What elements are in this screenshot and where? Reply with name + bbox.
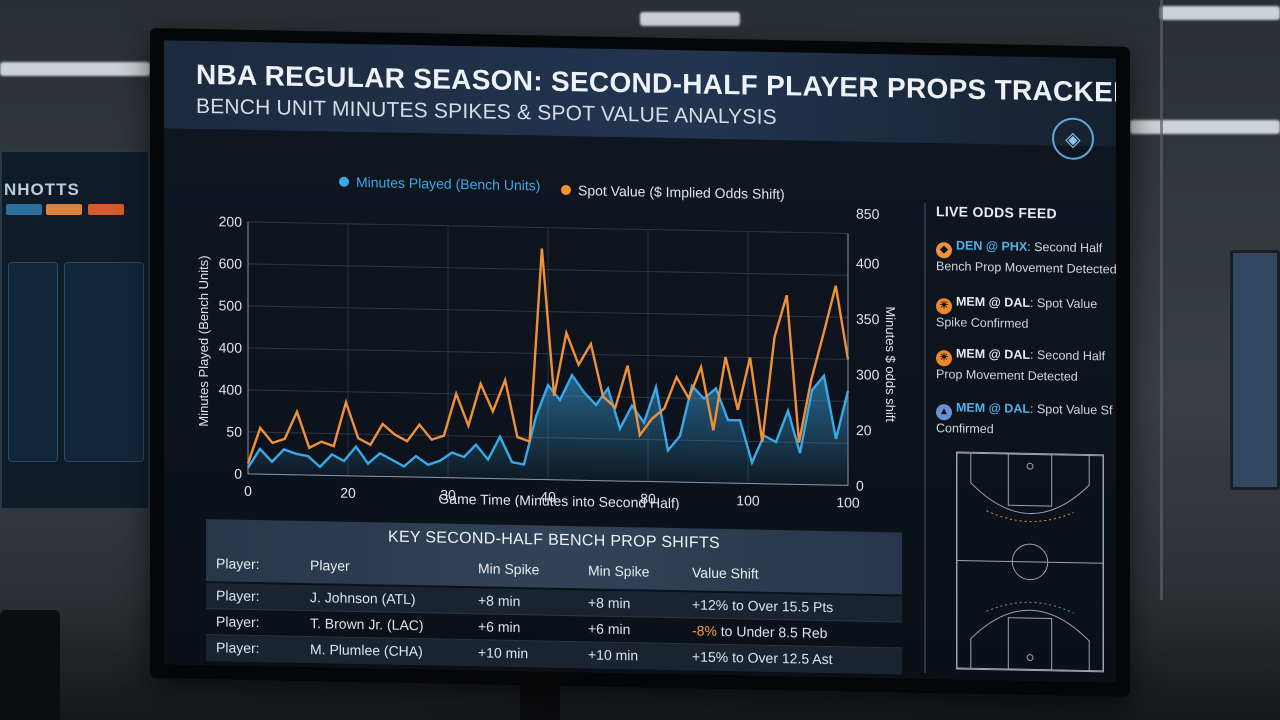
monitor: NBA REGULAR SEASON: SECOND-HALF PLAYER P… [150, 28, 1130, 697]
ceiling-light [0, 62, 150, 76]
table-header: KEY SECOND-HALF BENCH PROP SHIFTS Player… [206, 519, 902, 595]
cell-min-spike: +8 min [478, 592, 521, 610]
feed-title: LIVE ODDS FEED [936, 203, 1057, 222]
background-tag [88, 204, 124, 215]
minutes-series-line [246, 372, 850, 469]
background-tag [46, 204, 82, 215]
cell-value-shift: -8% to Under 8.5 Reb [692, 622, 827, 641]
feed-game: MEM @ DAL [956, 294, 1030, 310]
legend-minutes-marker [339, 176, 349, 187]
chair [0, 610, 60, 720]
feed-item[interactable]: ☀ MEM @ DAL: Second Half Prop Movement De… [936, 345, 1116, 387]
feed-game: MEM @ DAL [956, 400, 1030, 416]
chart-axes [247, 221, 849, 486]
dashboard-screen: NBA REGULAR SEASON: SECOND-HALF PLAYER P… [164, 40, 1116, 683]
ceiling-light [640, 12, 740, 26]
minutes-area [248, 375, 848, 486]
feed-item[interactable]: ◆ DEN @ PHX: Second Half Bench Prop Movem… [936, 237, 1116, 279]
y-tick-label: 400 [219, 339, 243, 355]
y-tick-label: 200 [219, 213, 243, 229]
y-tick-label-right: 350 [856, 311, 880, 327]
shift-detail: to Under 8.5 Reb [716, 622, 828, 642]
feed-item[interactable]: ▲ MEM @ DAL: Spot Value Sf Confirmed [936, 399, 1116, 441]
team-badge-icon: ☀ [936, 350, 952, 367]
cell-player: T. Brown Jr. (LAC) [310, 615, 424, 634]
background-tag [6, 204, 42, 215]
background-panel [8, 262, 58, 462]
cell-min-spike: +6 min [588, 620, 631, 638]
cell-value-shift: +15% to Over 12.5 Ast [692, 648, 833, 668]
prop-shifts-table: KEY SECOND-HALF BENCH PROP SHIFTS Player… [206, 519, 902, 675]
background-panel [64, 262, 144, 462]
legend-spot-label: Spot Value ($ Implied Odds Shift) [578, 182, 785, 202]
y-tick-label: 500 [219, 297, 243, 313]
y-axis-label: Minutes Played (Bench Units) [196, 255, 211, 427]
team-badge-icon: ◆ [936, 242, 952, 259]
column-header: Player: [216, 555, 260, 573]
background-screen: NHOTTS [0, 150, 150, 510]
background-screen-right [1230, 250, 1280, 490]
y-tick-label: 400 [219, 381, 243, 397]
legend-minutes-label: Minutes Played (Bench Units) [356, 174, 540, 194]
x-tick-label: 80 [640, 490, 656, 506]
x-tick-label: 100 [836, 494, 860, 510]
x-tick-label: 0 [244, 483, 252, 499]
column-header: Player [310, 557, 350, 574]
cell-min-spike: +10 min [478, 644, 529, 662]
y-tick-label-right: 20 [856, 422, 872, 438]
dashboard-header: NBA REGULAR SEASON: SECOND-HALF PLAYER P… [164, 40, 1116, 147]
cell-label: Player: [216, 639, 260, 657]
basketball-court-diagram [956, 451, 1104, 673]
feed-game: DEN @ PHX [956, 238, 1028, 254]
table-title: KEY SECOND-HALF BENCH PROP SHIFTS [387, 528, 721, 552]
live-odds-feed: LIVE ODDS FEED ◆ DEN @ PHX: Second Half B… [924, 202, 1116, 677]
feed-item[interactable]: ☀ MEM @ DAL: Spot Value Spike Confirmed [936, 293, 1116, 335]
y-tick-label-right: 0 [856, 478, 864, 494]
column-header: Value Shift [692, 564, 759, 582]
y-axis-label-right: Minutes $ odds shift [883, 306, 898, 422]
cell-value-shift: +12% to Over 15.5 Pts [692, 596, 834, 616]
y-tick-label: 50 [226, 423, 242, 439]
y-tick-label-right: 850 [856, 206, 880, 222]
cell-min-spike: +8 min [588, 594, 631, 612]
y-tick-label: 600 [219, 255, 243, 271]
y-tick-label-right: 300 [856, 366, 880, 382]
y-tick-label: 0 [234, 466, 242, 482]
team-logo-icon: ◈ [1052, 117, 1094, 161]
column-header: Min Spike [588, 562, 650, 580]
x-tick-label: 100 [736, 492, 760, 508]
glass-frame [1160, 0, 1163, 720]
ceiling-light [1130, 120, 1280, 134]
cell-min-spike: +6 min [478, 618, 521, 636]
cell-player: M. Plumlee (CHA) [310, 641, 423, 660]
background-screen-title: NHOTTS [4, 180, 80, 199]
feed-game: MEM @ DAL [956, 346, 1030, 362]
team-badge-icon: ☀ [936, 298, 952, 315]
column-header: Min Spike [478, 560, 540, 578]
x-tick-label: 30 [440, 487, 456, 503]
x-tick-label: 40 [540, 488, 556, 504]
cell-label: Player: [216, 587, 260, 605]
negative-shift: -8% [692, 622, 717, 639]
team-badge-icon: ▲ [936, 404, 952, 421]
x-axis-label: Game Time (Minutes into Second Half) [438, 491, 679, 512]
cell-min-spike: +10 min [588, 646, 639, 664]
cell-player: J. Johnson (ATL) [310, 589, 416, 608]
x-tick-label: 20 [340, 485, 356, 501]
y-tick-label-right: 400 [856, 255, 880, 271]
legend-spot-marker [561, 184, 571, 195]
ceiling-light [1160, 6, 1280, 20]
line-chart: Minutes Played (Bench Units) Spot Value … [196, 174, 898, 512]
spot-series-line [246, 248, 850, 464]
cell-label: Player: [216, 613, 260, 631]
